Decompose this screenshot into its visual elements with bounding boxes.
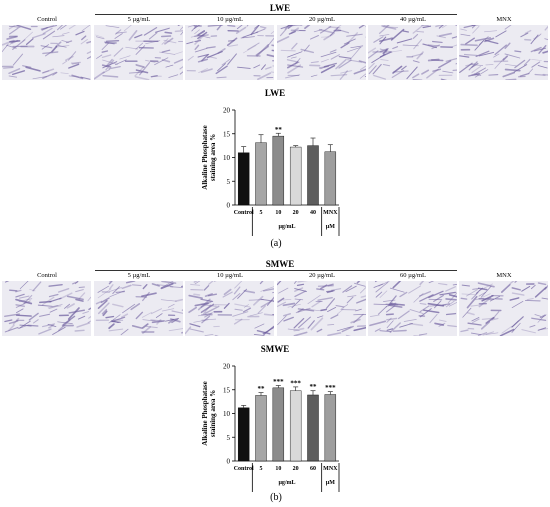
bar (272, 135, 285, 206)
y-axis-label: Alkaline Phosphatase staining area % (201, 125, 217, 189)
micro-label-control: Control (37, 272, 57, 279)
group-title: SMWE (265, 259, 295, 269)
x-tick-label: 60 (310, 466, 316, 472)
bar (307, 145, 319, 206)
bar (307, 394, 319, 462)
micrograph-40 (368, 25, 457, 80)
micrograph-mnx (459, 25, 548, 80)
group-label-concentration: µg/mL (278, 224, 295, 230)
micrograph-mnx (459, 281, 548, 336)
x-tick-label: 5 (260, 466, 263, 472)
y-tick-label: 15 (223, 386, 231, 394)
bar (255, 395, 267, 462)
group-rule (95, 270, 457, 271)
bar-chart-lwe: 0 5 10 15 20 Alkaline Phosphatase staining are… (201, 107, 340, 236)
y-tick-label: 5 (227, 434, 231, 442)
micro-label-10: 10 µg/mL (217, 16, 243, 23)
significance-marker: *** (325, 384, 336, 392)
x-tick-label: 20 (293, 466, 299, 472)
bar (289, 390, 302, 462)
micro-label-10: 10 µg/mL (217, 272, 243, 279)
micro-label-control: Control (37, 16, 57, 23)
bar-chart-smwe: 0 5 10 15 20 Alkaline Phosphatase staining are… (201, 363, 340, 492)
panel-label: (a) (270, 238, 282, 249)
y-tick-label: 0 (227, 202, 231, 210)
x-tick-label: 20 (293, 210, 299, 216)
micro-label-40: 40 µg/mL (400, 16, 426, 23)
bar (324, 151, 337, 206)
y-axis-label: Alkaline Phosphatase staining area % (201, 381, 217, 445)
micrograph-20 (277, 281, 366, 336)
group-label-molar: µM (326, 224, 335, 230)
y-tick-label: 10 (223, 410, 231, 418)
x-tick-label: Control (234, 210, 254, 216)
y-tick-label: 10 (223, 154, 231, 162)
x-tick-label: 40 (310, 210, 316, 216)
significance-marker: *** (290, 379, 301, 387)
micrograph-60 (368, 281, 457, 336)
micrograph-20 (277, 25, 366, 80)
micro-label-60: 60 µg/mL (400, 272, 426, 279)
bar (289, 146, 302, 206)
group-label-molar: µM (326, 480, 335, 486)
y-tick-label: 0 (227, 458, 231, 466)
y-tick-label: 20 (223, 363, 231, 371)
significance-marker: ** (310, 383, 318, 391)
significance-marker: ** (258, 385, 266, 393)
bar (237, 152, 250, 206)
bar (237, 407, 250, 462)
x-tick-label: 10 (275, 466, 281, 472)
micrograph-control (2, 281, 91, 336)
bar (272, 387, 285, 462)
x-tick-label: MNX (323, 210, 338, 216)
y-axis-label-line: staining area % (209, 390, 217, 437)
panel-label: (b) (270, 492, 282, 503)
y-axis-label-line: staining area % (209, 134, 217, 181)
micrograph-5 (94, 281, 183, 336)
x-tick-label: Control (234, 466, 254, 472)
chart-title: SMWE (260, 344, 290, 354)
significance-marker: *** (273, 378, 284, 386)
micro-label-mnx: MNX (496, 16, 512, 23)
x-tick-label: 10 (275, 210, 281, 216)
bar (255, 142, 267, 206)
group-title: LWE (269, 3, 291, 13)
micrograph-control (2, 25, 91, 80)
micrograph-10 (185, 281, 274, 336)
y-tick-label: 15 (223, 130, 231, 138)
micro-label-mnx: MNX (496, 272, 512, 279)
micro-label-5: 5 µg/mL (127, 272, 151, 279)
micro-label-20: 20 µg/mL (309, 16, 335, 23)
y-tick-label: 5 (227, 178, 231, 186)
micrograph-10 (185, 25, 274, 80)
y-tick-label: 20 (223, 107, 231, 115)
y-axis-label-line: Alkaline Phosphatase (201, 125, 209, 189)
micro-label-5: 5 µg/mL (127, 16, 151, 23)
micro-label-20: 20 µg/mL (309, 272, 335, 279)
bar (324, 394, 337, 462)
x-tick-label: 5 (260, 210, 263, 216)
chart-title: LWE (264, 88, 286, 98)
micrograph-5 (94, 25, 183, 80)
y-axis-label-line: Alkaline Phosphatase (201, 381, 209, 445)
significance-marker: ** (275, 126, 283, 134)
group-label-concentration: µg/mL (278, 480, 295, 486)
group-rule (95, 14, 457, 15)
x-tick-label: MNX (323, 466, 338, 472)
